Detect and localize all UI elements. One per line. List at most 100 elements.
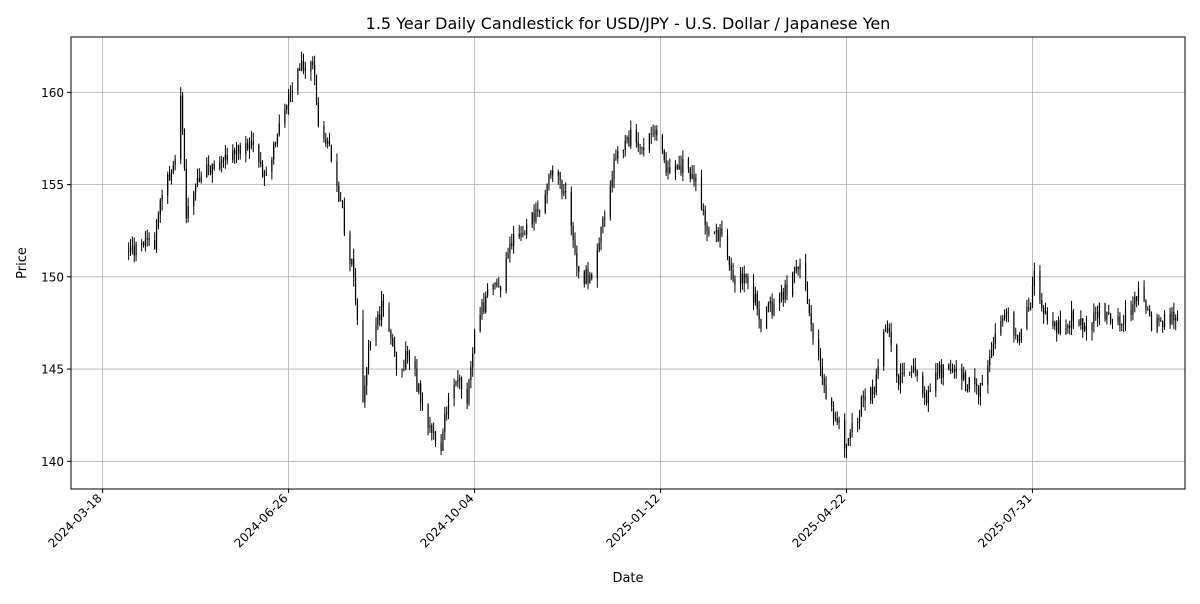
candle [224,144,226,169]
candle-body [585,268,587,285]
candle-body [1069,325,1071,329]
candle-body [468,380,470,404]
candle [401,368,403,378]
candle-body [250,141,252,147]
x-tick-label: 2024-03-18 [46,491,105,550]
candle-body [494,282,496,285]
candle-body [782,291,784,300]
candle-body [769,301,771,304]
candle [786,275,788,301]
candle [239,142,241,160]
x-tick-label: 2025-01-12 [603,491,662,550]
candle-body [174,159,176,166]
candle [832,401,835,426]
candle [274,141,277,148]
candle [587,261,589,290]
candle-body [278,123,280,135]
candle-body [784,284,786,300]
candle [550,170,552,179]
candle [341,199,344,209]
candle-body [492,284,494,289]
candle [314,55,316,86]
candle-body [1054,322,1056,327]
candle [1134,291,1136,313]
candle [935,363,937,398]
candle-body [481,302,483,315]
candle-body [1132,304,1134,315]
candle-body [310,61,312,72]
candle [301,51,303,72]
candle-body [144,239,146,246]
candle [818,329,820,361]
candle [773,298,775,317]
candle [302,53,305,75]
candle [379,306,381,327]
candle-body [479,314,481,331]
candle-body [797,266,799,270]
candle-body [572,226,574,240]
candle [637,132,639,152]
candle-body [773,303,775,316]
candle-body [578,266,580,272]
candle-body [743,273,745,284]
candle [388,302,390,333]
candle [433,422,435,440]
candle [717,227,719,242]
candle-body [258,145,260,162]
candle [977,384,980,405]
candle-body [916,370,918,376]
candle [1017,334,1019,344]
candle [1175,314,1177,331]
candle [167,171,169,204]
candle-body [1111,322,1114,323]
candle [1123,314,1125,333]
candle-body [457,380,459,382]
candle [196,168,199,188]
candle-body [518,233,520,237]
candle-body [747,277,749,284]
candle [758,300,760,329]
candle-body [1004,315,1006,319]
candle-body [466,389,468,404]
candle-body [440,442,442,451]
candle [570,186,572,236]
candle [849,429,851,447]
candle [364,375,366,408]
candle-body [819,355,822,367]
candle-body [689,168,691,179]
candle-body [667,167,669,173]
candle-body [914,366,916,371]
candle-body [167,174,169,196]
candle-body [349,233,351,265]
candle-body [637,141,639,148]
candle [468,378,470,406]
candle [888,323,890,338]
candle-body [434,431,437,443]
candle [141,239,143,252]
candle [600,226,602,251]
candle [287,88,290,115]
candle [483,292,485,315]
candle-body [1173,311,1175,321]
candle [369,340,372,351]
candle-body [302,61,305,68]
candle-body [526,224,528,235]
candle-body [180,95,182,160]
candle [310,60,312,81]
candle [823,374,825,394]
candle-body [654,129,656,135]
candle [929,383,931,393]
candle [559,171,561,189]
candle-body [1033,270,1035,287]
candle-body [1171,311,1173,325]
candle-body [1117,316,1119,323]
candle [609,180,611,221]
candle-body [473,330,476,354]
candle-body [806,287,809,304]
candle [591,272,593,281]
candle [989,349,991,373]
candle [226,147,228,165]
candle [213,160,215,171]
candle [354,268,357,306]
